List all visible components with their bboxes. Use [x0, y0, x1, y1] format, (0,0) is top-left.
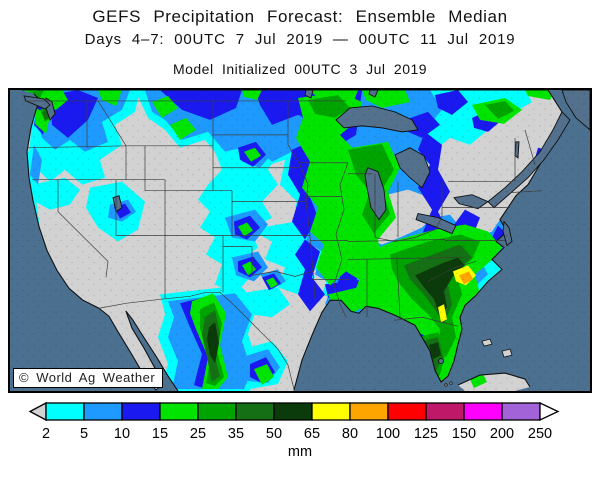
colorbar-band: [387, 402, 427, 421]
colorbar-band: [425, 402, 465, 421]
watermark: © World Ag Weather: [13, 368, 164, 388]
precip-map: [10, 90, 590, 391]
colorbar-band: [273, 402, 313, 421]
colorbar-tick-label: 125: [414, 426, 438, 442]
colorbar-tick-label: 100: [376, 426, 400, 442]
colorbar-band: [45, 402, 85, 421]
map-frame: © World Ag Weather: [8, 88, 592, 393]
colorbar-band: [197, 402, 237, 421]
colorbar-tick-label: 150: [452, 426, 476, 442]
colorbar-band: [311, 402, 351, 421]
colorbar-tick-label: 80: [342, 426, 358, 442]
colorbar-band: [349, 402, 389, 421]
colorbar-band: [463, 402, 503, 421]
header: GEFS Precipitation Forecast: Ensemble Me…: [0, 0, 600, 77]
page-subtitle: Days 4–7: 00UTC 7 Jul 2019 — 00UTC 11 Ju…: [84, 31, 516, 48]
colorbar-band: [121, 402, 161, 421]
colorbar-tick-label: 35: [228, 426, 244, 442]
page-title: GEFS Precipitation Forecast: Ensemble Me…: [92, 7, 508, 26]
colorbar-tick-label: 10: [114, 426, 130, 442]
colorbar-tick-label: 200: [490, 426, 514, 442]
colorbar-tick-label: 65: [304, 426, 320, 442]
colorbar-left-arrow: [28, 401, 47, 422]
colorbar-band: [83, 402, 123, 421]
colorbar-tick-label: 25: [190, 426, 206, 442]
colorbar-unit: mm: [288, 444, 312, 460]
colorbar-tick-label: 50: [266, 426, 282, 442]
colorbar-band: [501, 402, 541, 421]
model-init-line: Model Initialized 00UTC 3 Jul 2019: [172, 61, 428, 77]
stipple-texture: [10, 90, 590, 391]
colorbar-band: [235, 402, 275, 421]
colorbar-tick-label: 15: [152, 426, 168, 442]
colorbar-tick-label: 5: [80, 426, 88, 442]
colorbar-tick-label: 2: [42, 426, 50, 442]
colorbar-band: [159, 402, 199, 421]
colorbar-right-arrow: [539, 401, 560, 422]
colorbar-tick-label: 250: [528, 426, 552, 442]
